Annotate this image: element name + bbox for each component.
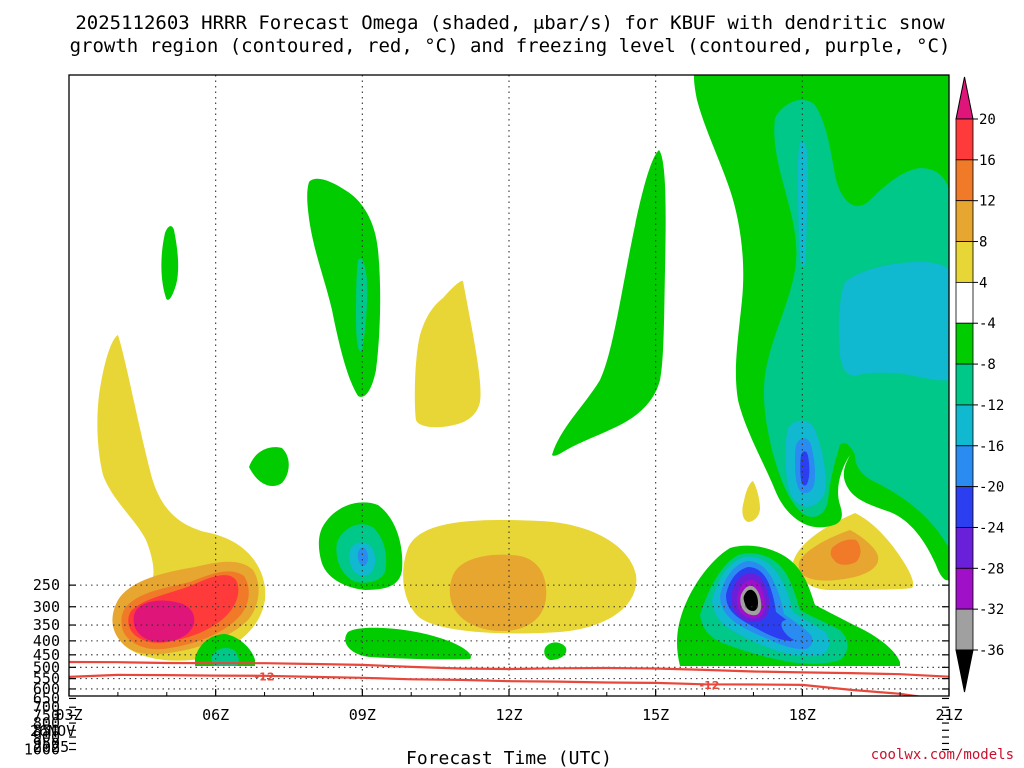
colorbar-tick-label--12: -12 xyxy=(979,398,1004,414)
x-tick-label-21Z: 21Z xyxy=(935,706,962,724)
chart-title-line2: growth region (contoured, red, °C) and f… xyxy=(70,35,951,57)
colorbar-tick-label-20: 20 xyxy=(979,112,996,128)
y-tick-label-350: 350 xyxy=(33,616,60,634)
y-tick-label-500: 500 xyxy=(33,658,60,676)
colorbar-swatch-max xyxy=(955,76,974,120)
colorbar-tick-label--24: -24 xyxy=(979,520,1004,536)
omega-shade-sink-e-12 xyxy=(830,539,861,565)
x-axis-label: Forecast Time (UTC) xyxy=(406,748,612,768)
y-tick-label-850: 850 xyxy=(33,721,60,739)
omega-shade-rise-east-16 xyxy=(798,141,808,267)
y-tick-label-400: 400 xyxy=(33,632,60,650)
contour-label-dgz_bottom_-12C-1: -12 xyxy=(700,679,720,692)
y-tick-label-450: 450 xyxy=(33,646,60,664)
pressure-axis: 250 3003504004505005506006507007508008509… xyxy=(24,576,949,759)
chart-title-line1: 2025112603 HRRR Forecast Omega (shaded, … xyxy=(75,12,945,34)
colorbar-tick-label--28: -28 xyxy=(979,561,1004,577)
omega-shade-rise-18z-low-20 xyxy=(781,619,804,642)
colorbar-tick-label--36: -36 xyxy=(979,643,1004,659)
colorbar-tick-label-8: 8 xyxy=(979,235,987,251)
omega-shade-rise-east-16b xyxy=(838,262,949,381)
colorbar-tick-label--20: -20 xyxy=(979,480,1004,496)
x-tick-label-09Z: 09Z xyxy=(349,706,376,724)
date-label-day: 26NOV xyxy=(30,722,75,740)
y-tick-label-650: 650 xyxy=(33,689,60,707)
y-tick-label-250: 250 xyxy=(33,576,60,594)
y-tick-label-900: 900 xyxy=(33,728,60,746)
omega-shade-rise-15z-column xyxy=(552,150,666,456)
omega-shade-rise-17z-40 xyxy=(743,589,758,611)
colorbar-swatch-min xyxy=(955,649,974,693)
y-tick-label-300: 300 xyxy=(33,598,60,616)
credit-text: coolwx.com/models xyxy=(871,747,1014,763)
omega-shade-sink-w-20 xyxy=(133,600,195,642)
colorbar-tick-label-16: 16 xyxy=(979,153,996,169)
omega-shading-layer xyxy=(97,75,949,666)
y-tick-label-550: 550 xyxy=(33,670,60,688)
omega-shade-sink-mid-8 xyxy=(449,554,547,632)
omega-shade-sink-17z-4 xyxy=(742,481,760,522)
y-tick-label-800: 800 xyxy=(33,714,60,732)
omega-shade-rise-9z-upper2 xyxy=(356,258,368,352)
colorbar-swatch--12 xyxy=(955,363,974,406)
colorbar-swatch--4 xyxy=(955,281,974,324)
colorbar-tick-label--32: -32 xyxy=(979,602,1004,618)
colorbar-swatch-12 xyxy=(955,159,974,202)
colorbar-swatch-16 xyxy=(955,118,974,161)
x-tick-label-06Z: 06Z xyxy=(202,706,229,724)
colorbar-swatch--8 xyxy=(955,322,974,365)
omega-shade-rise-170 xyxy=(161,226,179,300)
colorbar-tick-label--4: -4 xyxy=(979,316,996,332)
y-tick-label-700: 700 xyxy=(33,698,60,716)
omega-shade-rise-6z-b2 xyxy=(211,648,239,666)
colorbar-swatch--20 xyxy=(955,445,974,488)
colorbar-tick-label--16: -16 xyxy=(979,439,1004,455)
colorbar-swatch--28 xyxy=(955,527,974,569)
contour-dgz_top_-18C xyxy=(69,660,949,678)
contour-lines: -12 -12 0 xyxy=(69,660,949,729)
omega-shade-rise-9z-cell-20 xyxy=(357,547,368,566)
x-tick-label-03Z: 03Z xyxy=(55,706,82,724)
omega-shade-rise-6z-a xyxy=(249,447,289,487)
y-tick-label-1000: 1000 xyxy=(24,741,60,759)
y-tick-label-600: 600 xyxy=(33,680,60,698)
x-tick-label-15Z: 15Z xyxy=(642,706,669,724)
contour-label-dgz_bottom_-12C-0: -12 xyxy=(255,670,275,683)
colorbar-swatch--24 xyxy=(955,486,974,528)
omega-colorbar: 20 16 12 8 4 -4 -8 -12 -16 -20 -24 -28 -32 -36 xyxy=(955,76,1004,693)
gridlines xyxy=(69,75,949,696)
colorbar-swatch-8 xyxy=(955,200,974,242)
y-tick-label-750: 750 xyxy=(33,706,60,724)
omega-shade-sink-11z-4 xyxy=(414,280,481,428)
date-label-year: 2025 xyxy=(33,738,69,756)
colorbar-swatch--16 xyxy=(955,404,974,447)
colorbar-tick-label--8: -8 xyxy=(979,357,996,373)
colorbar-swatch--36 xyxy=(955,608,974,651)
colorbar-swatch--32 xyxy=(955,567,974,610)
y-tick-label-950: 950 xyxy=(33,734,60,752)
x-tick-label-18Z: 18Z xyxy=(789,706,816,724)
omega-shade-rise-13z-low xyxy=(544,642,567,660)
time-axis: 03Z 06Z 09Z 12Z 15Z 18Z 21Z xyxy=(55,689,963,724)
contour-dgz_bottom_-12C xyxy=(69,673,924,696)
colorbar-swatch-4 xyxy=(955,241,974,283)
omega-shade-rise-18z-cell-24 xyxy=(800,451,810,486)
contour-label-freezing_level_0C-0: 0 xyxy=(750,716,758,729)
colorbar-tick-label-12: 12 xyxy=(979,194,996,210)
omega-shade-rise-9z-low xyxy=(345,627,471,660)
plot-area: -12 -12 0 xyxy=(69,75,949,729)
x-tick-label-12Z: 12Z xyxy=(495,706,522,724)
colorbar-tick-label-4: 4 xyxy=(979,275,987,291)
